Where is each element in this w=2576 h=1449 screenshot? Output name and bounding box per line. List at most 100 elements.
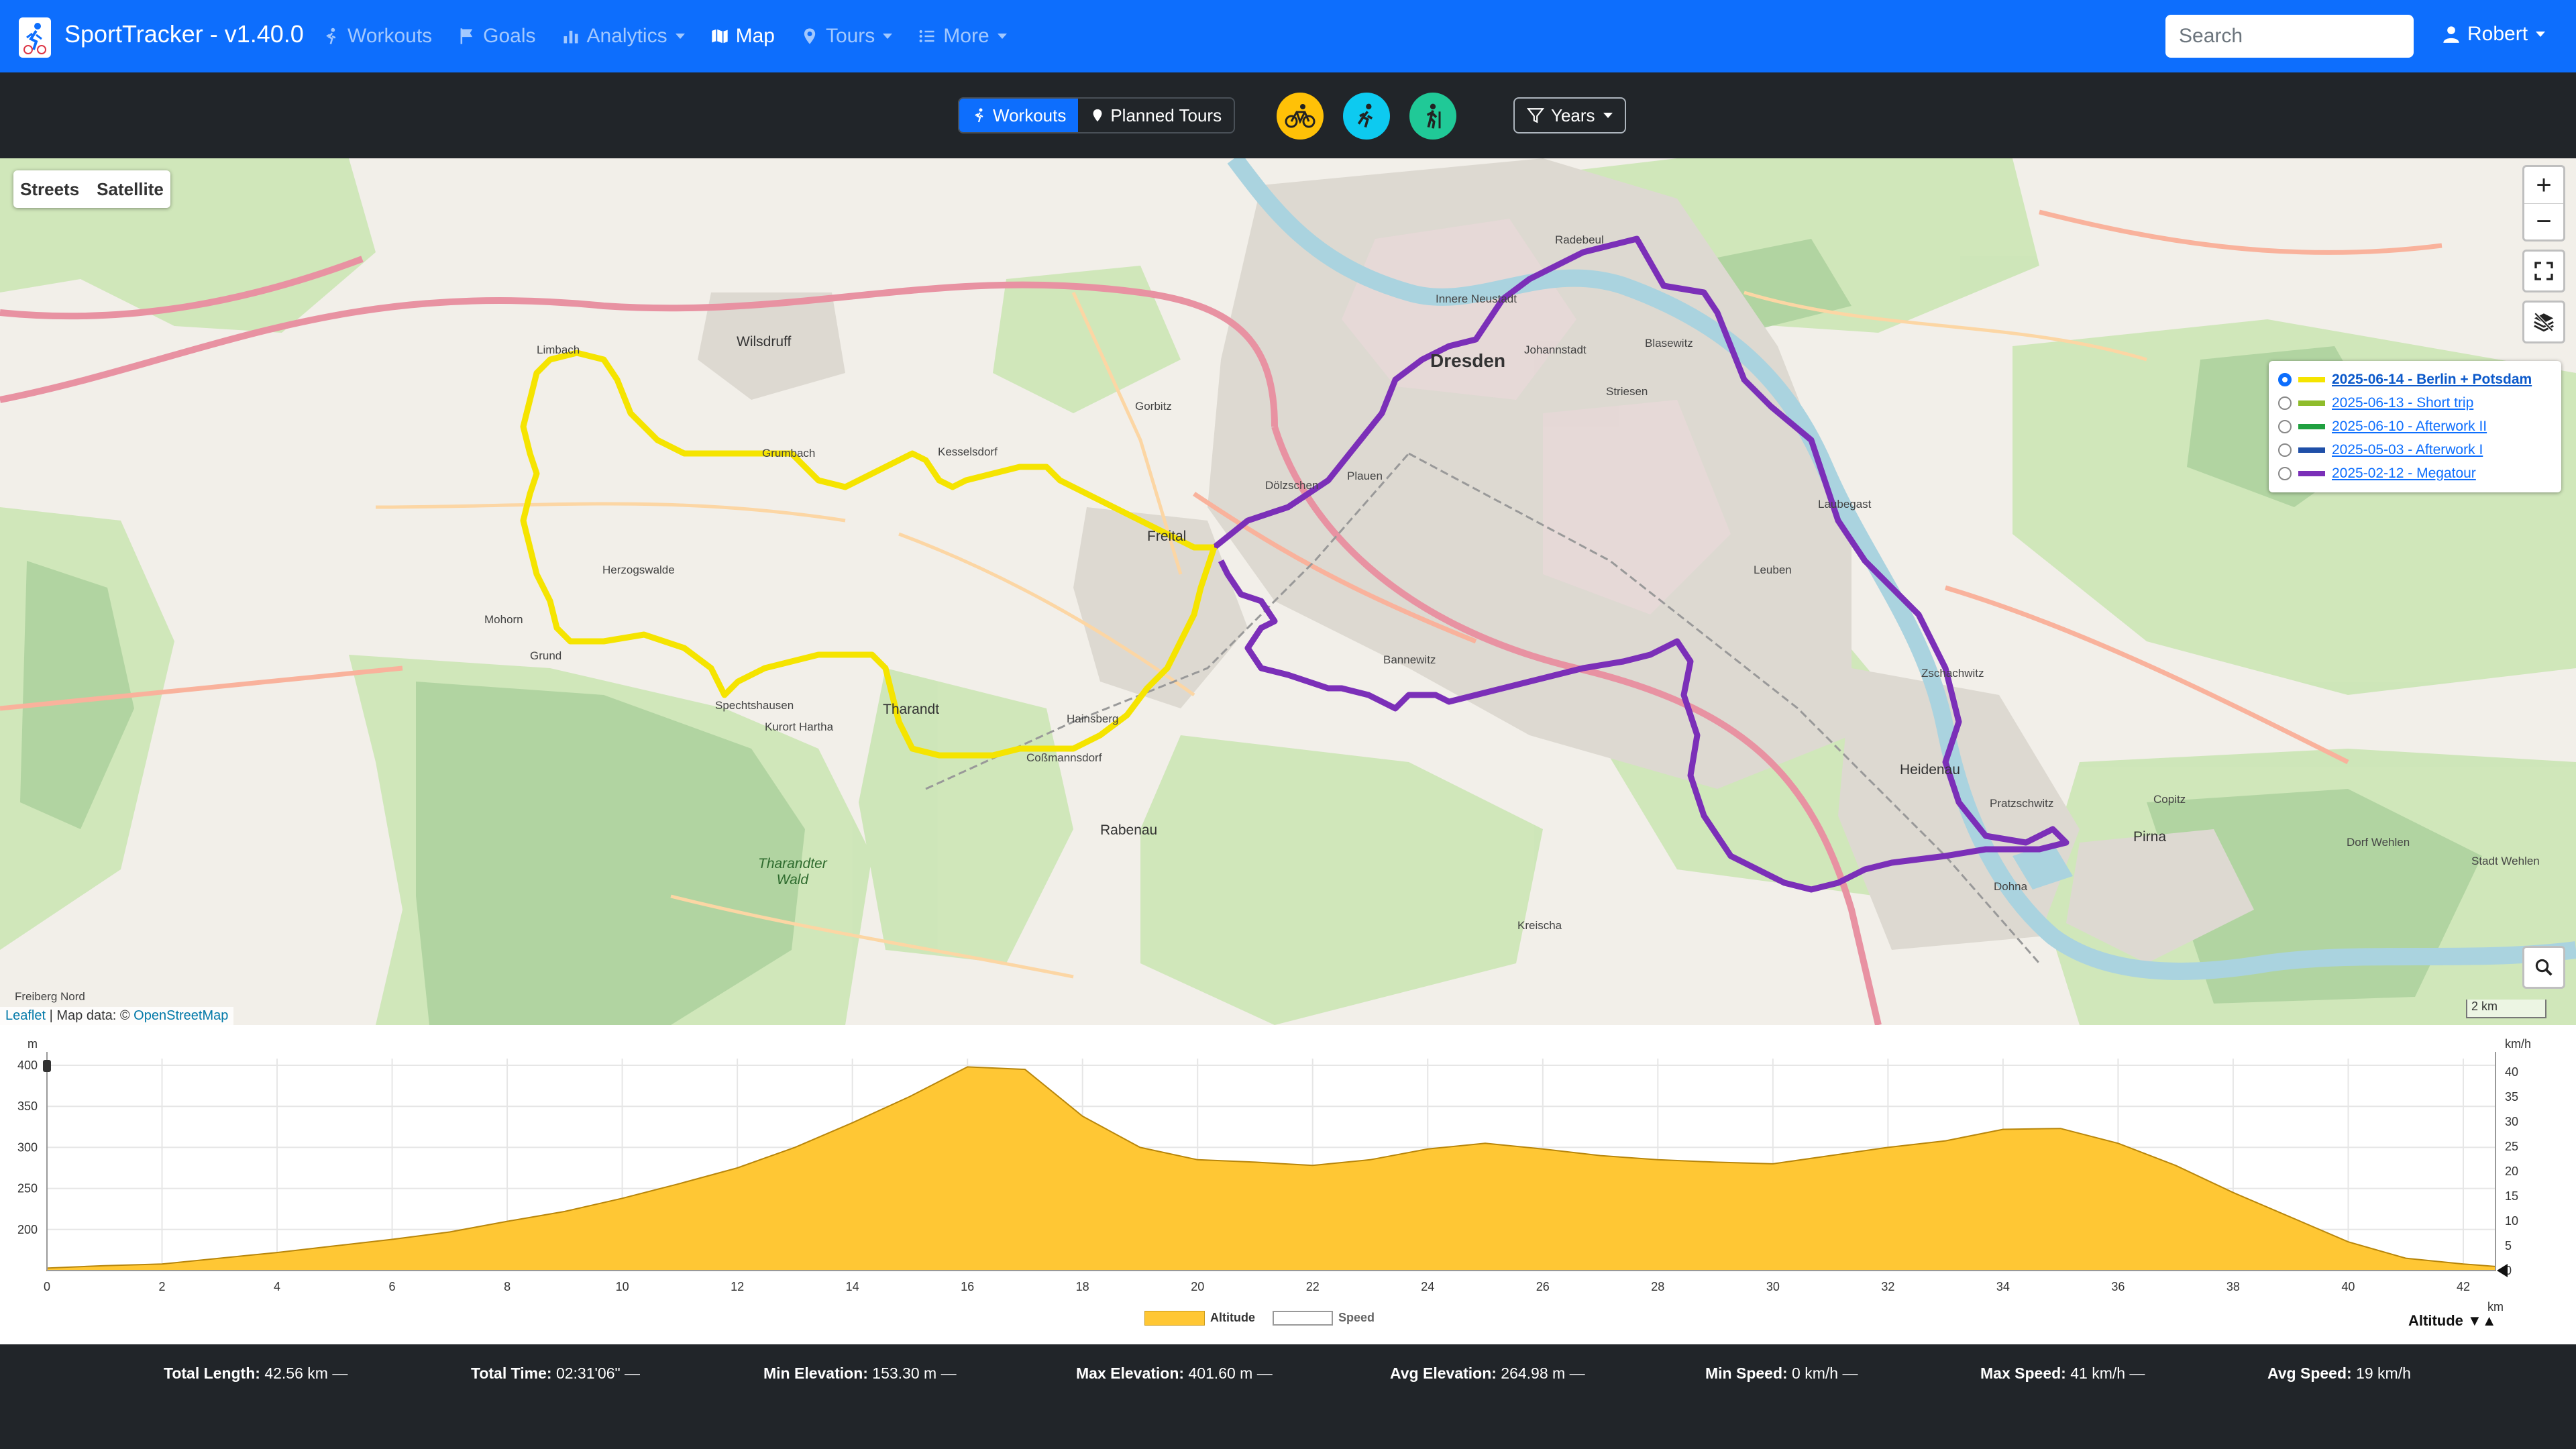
user-menu[interactable]: Robert bbox=[2442, 23, 2546, 46]
y-tick-label: 200 bbox=[17, 1223, 38, 1236]
map-label-pratzschwitz: Pratzschwitz bbox=[1990, 797, 2054, 810]
tour-link[interactable]: 2025-02-12 - Megatour bbox=[2332, 465, 2476, 481]
tour-item[interactable]: 2025-06-10 - Afterwork II bbox=[2278, 415, 2552, 438]
stat-value: 42.56 km — bbox=[260, 1364, 348, 1382]
map-label-mohorn: Mohorn bbox=[484, 613, 523, 626]
map-toolbar: Workouts Planned Tours Years bbox=[0, 72, 2576, 158]
stat-max-elevation: Max Elevation: 401.60 m — bbox=[1076, 1364, 1273, 1383]
map-label-hainsberg: Hainsberg bbox=[1067, 712, 1119, 725]
user-name: Robert bbox=[2467, 23, 2528, 45]
tour-color-swatch bbox=[2298, 423, 2325, 429]
years-filter-dropdown[interactable]: Years bbox=[1513, 97, 1626, 133]
zoom-out-button[interactable]: − bbox=[2524, 203, 2563, 239]
map-label-grund: Grund bbox=[530, 649, 562, 662]
stat-min-elevation: Min Elevation: 153.30 m — bbox=[763, 1364, 957, 1383]
zoom-in-button[interactable]: + bbox=[2536, 170, 2552, 200]
layer-satellite-button[interactable]: Satellite bbox=[97, 178, 164, 199]
map-search-button[interactable] bbox=[2522, 946, 2565, 989]
openstreetmap-link[interactable]: OpenStreetMap bbox=[133, 1008, 229, 1023]
app-title[interactable]: SportTracker - v1.40.0 bbox=[64, 20, 304, 48]
fullscreen-icon bbox=[2534, 262, 2553, 280]
workouts-toggle-button[interactable]: Workouts bbox=[959, 99, 1079, 132]
fullscreen-button[interactable] bbox=[2522, 250, 2565, 292]
tour-link[interactable]: 2025-06-10 - Afterwork II bbox=[2332, 418, 2487, 434]
x-tick-label: 16 bbox=[961, 1280, 974, 1293]
map-label-tharandter-wald: Tharandter Wald bbox=[758, 856, 827, 888]
stat-value: 41 km/h — bbox=[2065, 1364, 2145, 1382]
planned-tours-toggle-button[interactable]: Planned Tours bbox=[1078, 99, 1234, 132]
map-label-kesselsdorf: Kesselsdorf bbox=[938, 445, 998, 458]
tour-radio[interactable] bbox=[2278, 396, 2292, 410]
map-attribution: Leaflet | Map data: © OpenStreetMap bbox=[0, 1007, 234, 1025]
search-input[interactable] bbox=[2165, 15, 2414, 58]
stat-label: Min Elevation: bbox=[763, 1364, 868, 1382]
map-label-gorbitz: Gorbitz bbox=[1135, 400, 1172, 413]
map-tiles bbox=[0, 158, 2576, 1025]
nav-more[interactable]: More bbox=[918, 25, 1007, 48]
tour-item[interactable]: 2025-02-12 - Megatour bbox=[2278, 462, 2552, 485]
tour-link[interactable]: 2025-06-13 - Short trip bbox=[2332, 394, 2474, 411]
tour-radio[interactable] bbox=[2278, 372, 2292, 386]
x-tick-label: 40 bbox=[2341, 1280, 2355, 1293]
stat-label: Total Time: bbox=[471, 1364, 552, 1382]
years-filter-label: Years bbox=[1551, 105, 1595, 125]
legend-altitude[interactable]: Altitude bbox=[1144, 1311, 1255, 1326]
planned-tours-toggle-label: Planned Tours bbox=[1110, 105, 1222, 125]
tour-link[interactable]: 2025-06-14 - Berlin + Potsdam bbox=[2332, 371, 2532, 387]
map-view[interactable]: Dresden Freital Wilsdruff Heidenau Pirna… bbox=[0, 158, 2576, 1025]
stat-label: Total Length: bbox=[164, 1364, 260, 1382]
nav-map[interactable]: Map bbox=[710, 25, 775, 48]
nav-workouts[interactable]: Workouts bbox=[322, 25, 432, 48]
map-label-leuben: Leuben bbox=[1754, 564, 1792, 576]
map-label-cossmannsdorf: Coßmannsdorf bbox=[1026, 751, 1102, 764]
map-label-heidenau: Heidenau bbox=[1900, 762, 1960, 777]
legend-speed[interactable]: Speed bbox=[1273, 1311, 1375, 1326]
tour-radio[interactable] bbox=[2278, 466, 2292, 480]
map-pin-icon bbox=[804, 28, 816, 44]
tour-radio[interactable] bbox=[2278, 419, 2292, 433]
map-label-pirna: Pirna bbox=[2133, 829, 2167, 845]
map-label-herzogswalde: Herzogswalde bbox=[602, 564, 675, 576]
tour-item[interactable]: 2025-06-13 - Short trip bbox=[2278, 391, 2552, 415]
stat-value: 02:31'06" — bbox=[551, 1364, 641, 1382]
layer-streets-button[interactable]: Streets bbox=[20, 178, 80, 199]
x-tick-label: 4 bbox=[274, 1280, 280, 1293]
tour-item[interactable]: 2025-05-03 - Afterwork I bbox=[2278, 438, 2552, 462]
leaflet-link[interactable]: Leaflet bbox=[5, 1008, 46, 1023]
running-filter-button[interactable] bbox=[1343, 93, 1390, 140]
nav-tours-label: Tours bbox=[825, 25, 875, 47]
tour-color-swatch bbox=[2298, 470, 2325, 476]
cycling-filter-button[interactable] bbox=[1277, 93, 1324, 140]
chart-series-toggle[interactable]: Altitude ▼▲ bbox=[2408, 1312, 2497, 1329]
stat-label: Min Speed: bbox=[1705, 1364, 1788, 1382]
top-navbar: SportTracker - v1.40.0 Workouts Goals An… bbox=[0, 0, 2576, 72]
tour-radio[interactable] bbox=[2278, 443, 2292, 457]
range-handle-left bbox=[43, 1060, 51, 1072]
zoom-control: + − bbox=[2522, 165, 2565, 241]
app-logo-icon[interactable] bbox=[19, 17, 51, 58]
map-label-limbach: Limbach bbox=[537, 343, 580, 356]
x-tick-label: 34 bbox=[1996, 1280, 2010, 1293]
map-label-rabenau: Rabenau bbox=[1100, 822, 1158, 838]
x-tick-label: 24 bbox=[1421, 1280, 1434, 1293]
nav-analytics[interactable]: Analytics bbox=[561, 25, 685, 48]
tour-link[interactable]: 2025-05-03 - Afterwork I bbox=[2332, 441, 2483, 458]
map-label-copitz: Copitz bbox=[2153, 793, 2186, 806]
legend-altitude-label: Altitude bbox=[1210, 1311, 1255, 1324]
stat-label: Avg Speed: bbox=[2267, 1364, 2352, 1382]
y-right-tick-label: 0 bbox=[2505, 1264, 2512, 1277]
stat-label: Max Elevation: bbox=[1076, 1364, 1185, 1382]
map-label-tharandt: Tharandt bbox=[883, 702, 940, 717]
stat-total-length: Total Length: 42.56 km — bbox=[164, 1364, 347, 1383]
map-label-laubegast: Laubegast bbox=[1818, 498, 1872, 511]
layers-button[interactable] bbox=[2522, 301, 2565, 343]
chevron-down-icon bbox=[1603, 113, 1613, 118]
hiking-filter-button[interactable] bbox=[1409, 93, 1456, 140]
nav-goals[interactable]: Goals bbox=[458, 25, 536, 48]
nav-tours[interactable]: Tours bbox=[800, 25, 893, 48]
x-tick-label: 36 bbox=[2111, 1280, 2125, 1293]
tour-color-swatch bbox=[2298, 400, 2325, 406]
map-pin-icon bbox=[1093, 109, 1102, 122]
tour-item[interactable]: 2025-06-14 - Berlin + Potsdam bbox=[2278, 368, 2552, 391]
